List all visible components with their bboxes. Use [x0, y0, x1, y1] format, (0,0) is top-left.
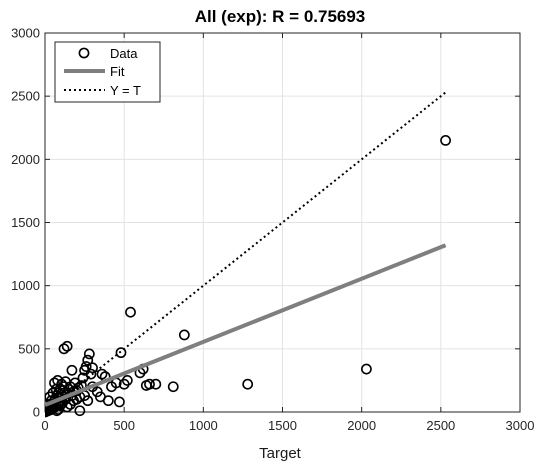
data-layer — [45, 91, 451, 418]
data-point — [61, 340, 73, 352]
data-point — [66, 364, 78, 376]
data-point — [95, 391, 106, 403]
legend: Data Fit Y = T — [54, 41, 161, 103]
fit-line — [45, 243, 447, 407]
data-point — [82, 354, 94, 366]
data-point — [361, 363, 372, 375]
data-point — [125, 306, 136, 318]
data-point — [58, 343, 70, 355]
x-tick-label: 1000 — [189, 418, 218, 433]
data-point — [115, 347, 127, 359]
chart-title: All (exp): R = 0.75693 — [195, 7, 366, 26]
data-point — [82, 395, 94, 407]
data-point — [83, 348, 95, 360]
legend-label: Fit — [110, 64, 125, 79]
legend-label: Y = T — [110, 83, 141, 98]
identity-line — [45, 91, 447, 413]
data-point — [440, 134, 451, 146]
data-point — [114, 396, 125, 408]
data-point — [87, 362, 98, 374]
data-point — [52, 375, 64, 386]
y-tick-label: 1000 — [11, 278, 40, 293]
x-tick-label: 2000 — [347, 418, 376, 433]
data-point — [144, 378, 155, 390]
y-tick-label: 2500 — [11, 89, 40, 104]
x-tick-label: 2500 — [426, 418, 455, 433]
data-point — [74, 405, 86, 417]
x-tick-label: 3000 — [506, 418, 535, 433]
y-tick-label: 1500 — [11, 215, 40, 230]
x-tick-label: 500 — [113, 418, 135, 433]
legend-label: Data — [110, 46, 138, 61]
data-point — [51, 405, 63, 417]
legend-marker-data — [78, 47, 90, 59]
data-point — [167, 381, 179, 393]
x-tick-label: 1500 — [268, 418, 297, 433]
y-tick-label: 3000 — [11, 26, 40, 41]
data-point — [150, 378, 162, 390]
data-point — [96, 368, 108, 380]
y-tick-label: 500 — [18, 341, 40, 356]
data-point — [242, 378, 254, 390]
x-tick-label: 0 — [41, 418, 48, 433]
y-tick-label: 2000 — [11, 152, 40, 167]
data-point — [49, 377, 60, 389]
data-point — [121, 375, 133, 386]
data-point — [53, 404, 64, 415]
data-point — [85, 368, 97, 380]
x-axis-label: Target — [259, 445, 302, 462]
data-point — [45, 399, 54, 410]
y-tick-label: 0 — [33, 405, 40, 420]
data-point — [178, 329, 190, 341]
data-point — [80, 361, 92, 372]
